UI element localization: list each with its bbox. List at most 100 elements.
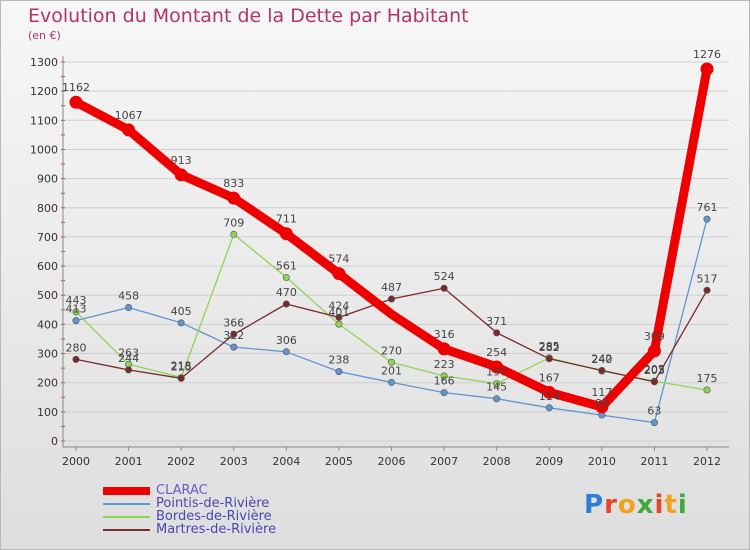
data-point-martres-de-riviere (177, 374, 185, 382)
data-point-martres-de-riviere (440, 284, 448, 292)
data-point-clarac (490, 360, 504, 374)
data-label-pointis-de-riviere: 405 (171, 305, 192, 318)
y-tick-label: 500 (37, 289, 58, 302)
data-point-clarac (647, 344, 661, 358)
legend-swatch (103, 502, 150, 505)
unit-label: (en €) (28, 29, 61, 42)
data-label-clarac: 574 (328, 253, 349, 266)
data-label-martres-de-riviere: 215 (171, 360, 192, 373)
data-point-martres-de-riviere (598, 366, 606, 374)
x-tick-label: 2004 (272, 455, 300, 468)
logo-letter: t (664, 490, 678, 520)
data-label-pointis-de-riviere: 63 (647, 405, 661, 418)
data-point-bordes-de-riviere (703, 386, 711, 394)
data-label-martres-de-riviere: 524 (434, 270, 455, 283)
data-point-pointis-de-riviere (440, 389, 448, 397)
data-label-bordes-de-riviere: 263 (118, 346, 139, 359)
data-point-martres-de-riviere (703, 286, 711, 294)
y-tick-label: 1300 (30, 56, 58, 69)
data-label-bordes-de-riviere: 223 (434, 358, 455, 371)
logo-letter: x (636, 490, 655, 520)
legend: CLARAC Pointis-de-Rivière Bordes-de-Rivièr… (103, 484, 276, 536)
data-label-pointis-de-riviere: 761 (697, 201, 718, 214)
data-label-pointis-de-riviere: 166 (434, 375, 455, 388)
data-label-pointis-de-riviere: 458 (118, 289, 139, 302)
data-point-clarac (174, 168, 188, 182)
data-label-martres-de-riviere: 371 (486, 315, 507, 328)
x-tick-label: 2011 (640, 455, 668, 468)
data-label-clarac: 167 (539, 371, 560, 384)
data-label-pointis-de-riviere: 201 (381, 364, 402, 377)
logo-letter: i (677, 490, 688, 520)
x-tick-label: 2012 (693, 455, 721, 468)
data-point-pointis-de-riviere (72, 317, 80, 325)
legend-item-clarac: CLARAC (103, 484, 276, 497)
legend-swatch (103, 486, 150, 495)
y-tick-label: 700 (37, 231, 58, 244)
data-label-bordes-de-riviere: 175 (697, 372, 718, 385)
data-label-bordes-de-riviere: 270 (381, 344, 402, 357)
data-point-martres-de-riviere (125, 366, 133, 374)
data-point-clarac (122, 123, 136, 137)
data-label-bordes-de-riviere: 240 (591, 353, 612, 366)
y-tick-label: 600 (37, 260, 58, 273)
data-label-clarac: 913 (171, 154, 192, 167)
data-point-pointis-de-riviere (125, 303, 133, 311)
data-point-clarac (542, 385, 556, 399)
data-label-pointis-de-riviere: 322 (223, 329, 244, 342)
x-tick-label: 2000 (62, 455, 90, 468)
data-point-martres-de-riviere (493, 329, 501, 337)
data-label-pointis-de-riviere: 306 (276, 334, 297, 347)
data-point-pointis-de-riviere (493, 395, 501, 403)
data-label-pointis-de-riviere: 89 (595, 397, 609, 410)
y-tick-label: 300 (37, 348, 58, 361)
data-label-pointis-de-riviere: 114 (539, 390, 560, 403)
data-label-martres-de-riviere: 517 (697, 272, 718, 285)
x-tick-label: 2003 (220, 455, 248, 468)
data-label-pointis-de-riviere: 145 (486, 381, 507, 394)
logo-letter: r (604, 490, 618, 520)
proxiti-logo: Proxiti (584, 490, 688, 520)
y-tick-label: 1000 (30, 143, 58, 156)
x-tick-label: 2001 (115, 455, 143, 468)
data-label-pointis-de-riviere: 413 (66, 303, 87, 316)
data-label-clarac: 1067 (115, 109, 143, 122)
data-point-martres-de-riviere (650, 378, 658, 386)
data-label-pointis-de-riviere: 238 (328, 354, 349, 367)
y-tick-label: 200 (37, 377, 58, 390)
data-label-martres-de-riviere: 282 (539, 341, 560, 354)
y-tick-label: 400 (37, 318, 58, 331)
x-tick-label: 2002 (167, 455, 195, 468)
data-point-martres-de-riviere (545, 355, 553, 363)
data-point-bordes-de-riviere (230, 230, 238, 238)
data-point-pointis-de-riviere (387, 378, 395, 386)
y-tick-label: 1200 (30, 85, 58, 98)
data-label-bordes-de-riviere: 443 (66, 294, 87, 307)
x-tick-label: 2009 (535, 455, 563, 468)
data-label-martres-de-riviere: 203 (644, 364, 665, 377)
legend-label: Bordes-de-Rivière (156, 509, 272, 524)
data-label-clarac: 711 (276, 213, 297, 226)
data-point-bordes-de-riviere (335, 320, 343, 328)
data-label-martres-de-riviere: 244 (118, 352, 139, 365)
data-label-bordes-de-riviere: 205 (644, 363, 665, 376)
legend-label: Martres-de-Rivière (156, 522, 277, 537)
data-label-martres-de-riviere: 424 (328, 299, 349, 312)
x-tick-label: 2010 (588, 455, 616, 468)
data-label-clarac: 1276 (693, 48, 721, 61)
data-label-clarac: 1162 (62, 81, 90, 94)
data-point-clarac (227, 191, 241, 205)
logo-letter: o (617, 490, 637, 520)
data-point-clarac (437, 342, 451, 356)
y-tick-label: 0 (51, 435, 58, 448)
data-point-pointis-de-riviere (703, 215, 711, 223)
data-label-martres-de-riviere: 487 (381, 281, 402, 294)
data-label-bordes-de-riviere: 709 (223, 216, 244, 229)
data-point-clarac (595, 400, 609, 414)
legend-label: Pointis-de-Rivière (156, 496, 270, 511)
data-label-clarac: 254 (486, 346, 507, 359)
data-point-bordes-de-riviere (72, 308, 80, 316)
data-point-clarac (332, 267, 346, 281)
data-point-martres-de-riviere (282, 300, 290, 308)
legend-swatch (103, 515, 150, 518)
